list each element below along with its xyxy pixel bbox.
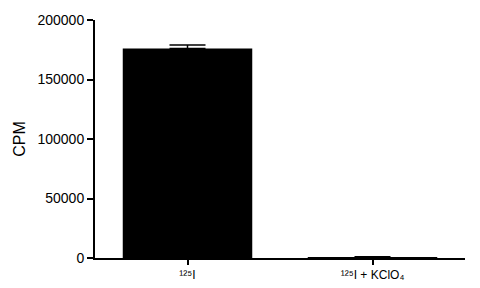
svg-text:200000: 200000 [37,12,84,28]
svg-text:¹²⁵I: ¹²⁵I [179,268,195,282]
svg-text:¹²⁵I + KClO₄: ¹²⁵I + KClO₄ [341,268,405,282]
svg-text:50000: 50000 [45,190,84,206]
svg-text:0: 0 [76,250,84,266]
svg-text:CPM: CPM [11,121,28,157]
svg-text:150000: 150000 [37,71,84,87]
svg-text:100000: 100000 [37,131,84,147]
